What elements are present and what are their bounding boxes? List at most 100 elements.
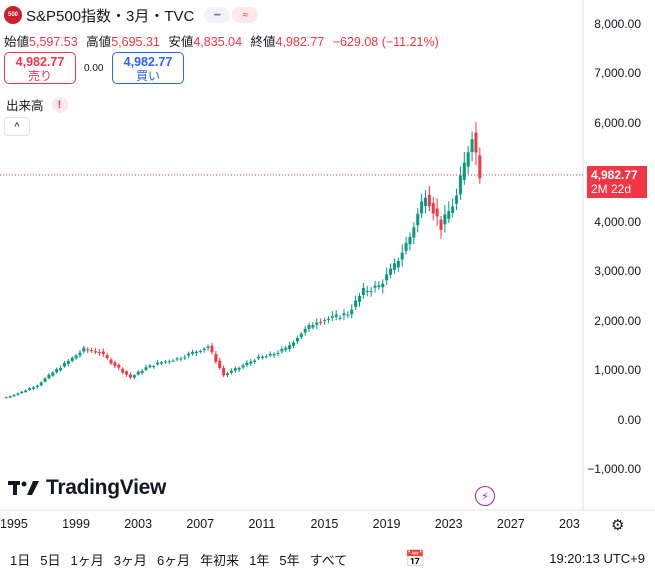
candle-body — [74, 355, 78, 359]
timeframe-button[interactable]: 5年 — [279, 553, 300, 568]
timeframe-button[interactable]: 年初来 — [200, 553, 240, 568]
flash-icon[interactable]: ⚡ — [475, 486, 495, 506]
candle-body — [303, 328, 307, 333]
candle-body — [152, 366, 156, 368]
timeframe-button[interactable]: 6ヶ月 — [156, 553, 191, 568]
symbol-title[interactable]: S&P500指数・3月・TVC — [26, 7, 195, 25]
candle-body — [420, 201, 424, 214]
candle-body — [272, 354, 276, 356]
candle-body — [427, 194, 431, 207]
candle-body — [105, 355, 109, 358]
candle-body — [435, 208, 439, 217]
time-tick-label: 203 — [559, 517, 580, 531]
timeframe-button[interactable]: 1年 — [249, 553, 270, 568]
candle-body — [214, 354, 218, 362]
candle-body — [295, 338, 299, 342]
candle-body — [237, 367, 241, 370]
volume-indicator[interactable]: 出来高 ! — [6, 95, 68, 114]
candle-body — [264, 356, 268, 358]
candle-body — [404, 243, 408, 251]
candle-body — [136, 371, 140, 375]
timeframe-button[interactable]: 5日 — [40, 553, 61, 568]
candle-body — [12, 395, 16, 397]
candle-body — [78, 352, 82, 356]
gear-icon[interactable]: ⚙ — [611, 517, 625, 534]
candle-body — [385, 274, 389, 281]
timeframe-button[interactable]: 1ヶ月 — [70, 553, 104, 568]
candle-body — [326, 318, 330, 320]
buy-button[interactable]: 4,982.77 買い — [112, 52, 184, 84]
symbol-header: 500 S&P500指数・3月・TVC ━ ≈ — [4, 4, 260, 26]
candle-body — [113, 362, 117, 366]
candle-body — [156, 362, 160, 365]
candle-body — [354, 300, 358, 307]
candle-body — [315, 322, 319, 325]
timeframe-button[interactable]: すべて — [309, 553, 348, 568]
price-tick-label: 4,000.00 — [594, 214, 641, 229]
candle-body — [198, 351, 202, 353]
candle-body — [268, 353, 272, 356]
candle-body — [373, 285, 377, 288]
candle-body — [439, 219, 443, 230]
candle-body — [109, 359, 113, 364]
candle-body — [307, 324, 311, 330]
ohlc-legend: 始値5,597.53 高値5,695.31 安値4,835.04 終値4,982… — [4, 31, 444, 50]
warning-icon[interactable]: ! — [51, 96, 68, 113]
calendar-icon[interactable]: 📅 — [405, 551, 425, 568]
candle-body — [183, 357, 187, 359]
buy-label: 買い — [135, 69, 160, 83]
candle-body — [455, 195, 459, 204]
candle-body — [148, 365, 152, 368]
candle-body — [94, 351, 98, 353]
candle-body — [396, 260, 400, 268]
candle-body — [132, 375, 136, 378]
candle-body — [101, 351, 105, 355]
collapse-legend-button[interactable]: ^ — [4, 117, 30, 136]
candle-body — [323, 320, 327, 322]
candle-body — [202, 348, 206, 350]
candle-body — [194, 351, 198, 354]
timeframe-button[interactable]: 3ヶ月 — [113, 553, 147, 568]
candle-body — [31, 387, 35, 389]
candle-body — [377, 285, 381, 287]
candle-body — [241, 365, 245, 368]
change-value: −629.08 (−11.21%) — [332, 35, 439, 49]
candle-body — [423, 197, 427, 207]
candle-body — [163, 361, 167, 363]
clock[interactable]: 19:20:13 UTC+9 — [549, 551, 645, 566]
minus-icon[interactable]: ━ — [204, 7, 231, 23]
wave-icon[interactable]: ≈ — [232, 7, 259, 23]
timeframe-button[interactable]: 1日 — [10, 553, 31, 568]
candle-body — [346, 314, 350, 316]
price-tick-label: 7,000.00 — [594, 66, 641, 81]
candle-body — [16, 393, 20, 395]
candle-body — [257, 356, 261, 359]
last-price-tag: 4,982.77 2M 22d — [587, 166, 647, 198]
candle-body — [51, 372, 55, 376]
time-tick-label: 1995 — [0, 517, 28, 531]
symbol-logo[interactable]: 500 — [4, 6, 22, 24]
open-label: 始値 — [4, 35, 30, 49]
candle-body — [28, 388, 32, 391]
candle-body — [365, 290, 369, 292]
candle-body — [284, 347, 288, 350]
candle-body — [55, 369, 59, 373]
candle-body — [125, 371, 129, 375]
candle-body — [338, 317, 342, 319]
candle-body — [276, 352, 280, 355]
open-value: 5,597.53 — [29, 35, 78, 49]
sell-price: 4,982.77 — [15, 55, 65, 69]
tradingview-logo[interactable]: TradingView — [8, 476, 166, 500]
candle-body — [140, 370, 144, 374]
buy-price: 4,982.77 — [123, 55, 173, 69]
candle-body — [458, 175, 462, 195]
candle-body — [47, 374, 51, 379]
candle-body — [43, 378, 47, 382]
candle-body — [121, 368, 125, 373]
bar-countdown: 2M 22d — [591, 182, 632, 196]
sell-button[interactable]: 4,982.77 売り — [4, 52, 76, 84]
time-tick-label: 2007 — [186, 517, 215, 531]
tradingview-logo-text: TradingView — [46, 476, 167, 499]
candle-body — [311, 325, 315, 328]
